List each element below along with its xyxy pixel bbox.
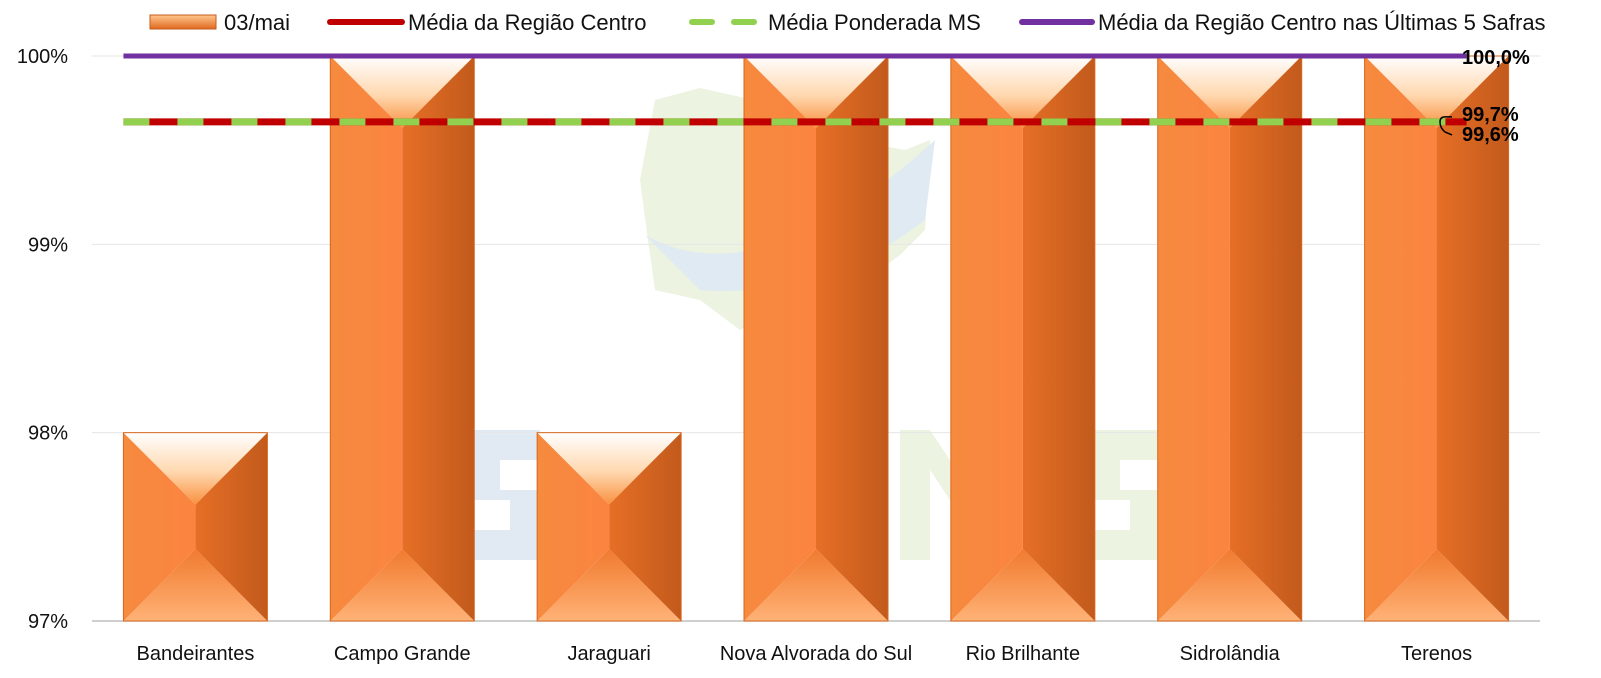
label-leader-bracket bbox=[1439, 116, 1453, 136]
x-tick-label: Bandeirantes bbox=[136, 643, 254, 665]
bar-left-bevel bbox=[1364, 56, 1437, 621]
bar bbox=[1364, 55, 1510, 622]
label-centro-5-safras: 100,0% bbox=[1462, 47, 1530, 69]
bar-right-bevel bbox=[609, 432, 682, 621]
y-tick-label: 100% bbox=[17, 46, 68, 68]
bar-right-bevel bbox=[1436, 56, 1509, 621]
bar-bottom-bevel bbox=[123, 549, 268, 621]
label-media-regiao-centro: 99,7% bbox=[1462, 104, 1519, 126]
bar-top-bevel bbox=[744, 56, 888, 128]
bar-top-bevel bbox=[123, 432, 268, 505]
legend-label-media-regiao-centro: Média da Região Centro bbox=[408, 10, 646, 35]
x-tick-label: Sidrolândia bbox=[1180, 643, 1281, 665]
legend-label-media-ponderada-ms: Média Ponderada MS bbox=[768, 10, 981, 35]
bar-bottom-bevel bbox=[1157, 549, 1302, 621]
bar-right-bevel bbox=[1229, 56, 1302, 621]
x-tick-label: Campo Grande bbox=[334, 643, 471, 665]
x-tick-label: Jaraguari bbox=[567, 643, 650, 665]
bar bbox=[950, 55, 1096, 622]
label-media-ponderada-ms: 99,6% bbox=[1462, 124, 1519, 146]
bar-right-bevel bbox=[195, 432, 268, 621]
y-tick-label: 98% bbox=[28, 423, 68, 445]
bar bbox=[536, 432, 682, 622]
bar-outline bbox=[122, 432, 268, 622]
bar-top-bevel bbox=[330, 56, 475, 128]
bar-left-bevel bbox=[537, 432, 610, 621]
bar bbox=[122, 432, 268, 622]
bar-bottom-bevel bbox=[744, 549, 888, 621]
bar bbox=[743, 55, 889, 622]
bar-left-bevel bbox=[330, 56, 403, 621]
y-tick-label: 99% bbox=[28, 234, 68, 256]
x-tick-label: Nova Alvorada do Sul bbox=[720, 643, 912, 665]
bar-left-bevel bbox=[123, 432, 196, 621]
x-tick-label: Terenos bbox=[1401, 643, 1472, 665]
bar-top-bevel bbox=[1364, 56, 1509, 128]
bar-left-bevel bbox=[1157, 56, 1230, 621]
bar-bottom-bevel bbox=[537, 549, 682, 621]
bar bbox=[329, 55, 475, 622]
bar-right-bevel bbox=[816, 56, 888, 621]
bar-left-bevel bbox=[744, 56, 816, 621]
x-tick-label: Rio Brilhante bbox=[966, 643, 1081, 665]
bar-top-bevel bbox=[537, 432, 682, 505]
legend-swatch-03-mai bbox=[149, 14, 217, 30]
bar-right-bevel bbox=[402, 56, 475, 621]
bar-top-bevel bbox=[950, 56, 1095, 128]
bar-bottom-bevel bbox=[1364, 549, 1509, 621]
legend-label-centro-5-safras: Média da Região Centro nas Últimas 5 Saf… bbox=[1098, 10, 1546, 35]
bar-left-bevel bbox=[950, 56, 1023, 621]
bar-outline bbox=[536, 432, 682, 622]
bar-top-bevel bbox=[1157, 56, 1302, 128]
y-tick-label: 97% bbox=[28, 611, 68, 633]
bar-bottom-bevel bbox=[950, 549, 1095, 621]
bar-right-bevel bbox=[1022, 56, 1095, 621]
bar bbox=[1157, 55, 1303, 622]
legend-label-03-mai: 03/mai bbox=[224, 10, 290, 35]
bar-bottom-bevel bbox=[330, 549, 475, 621]
